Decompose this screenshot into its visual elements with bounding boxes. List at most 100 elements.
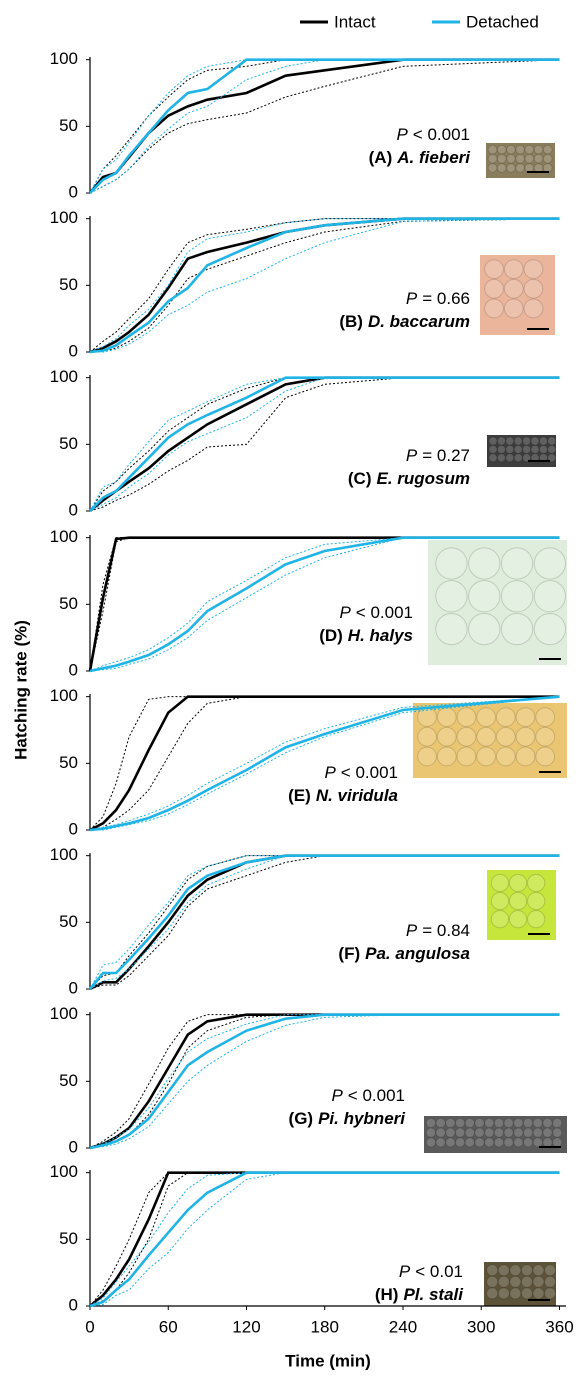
species-name: Pl. stali <box>403 1285 464 1304</box>
egg <box>523 1128 532 1137</box>
egg <box>437 708 456 727</box>
p-symbol: P <box>331 1086 343 1105</box>
p-text: = 0.84 <box>422 921 470 940</box>
egg <box>504 1118 513 1127</box>
p-text: = 0.27 <box>422 446 470 465</box>
y-tick-label: 0 <box>69 819 78 838</box>
egg <box>525 154 534 163</box>
y-tick-label: 0 <box>69 978 78 997</box>
egg <box>523 1138 532 1147</box>
panel-letter: (A) <box>369 148 393 167</box>
egg <box>501 548 532 579</box>
egg <box>521 1265 532 1276</box>
x-axis-label: Time (min) <box>285 1351 371 1370</box>
egg <box>498 1265 509 1276</box>
egg <box>497 145 506 154</box>
egg <box>525 145 534 154</box>
panel-letter: (H) <box>375 1285 399 1304</box>
egg <box>516 164 525 173</box>
egg <box>436 581 467 612</box>
egg <box>436 1128 445 1137</box>
y-tick-label: 100 <box>50 686 78 705</box>
egg <box>485 279 504 298</box>
egg <box>465 1118 474 1127</box>
egg <box>524 260 543 279</box>
panel-label: (D)H. halys <box>319 626 413 645</box>
x-tick-label: 240 <box>389 1317 417 1336</box>
egg <box>521 1276 532 1287</box>
egg <box>553 1118 562 1127</box>
egg <box>534 548 565 579</box>
egg <box>437 727 456 746</box>
p-symbol: P <box>406 289 418 308</box>
panel-label: (F)Pa. angulosa <box>338 944 470 963</box>
p-text: < 0.001 <box>341 763 398 782</box>
egg <box>533 1288 544 1299</box>
egg <box>523 1118 532 1127</box>
egg <box>545 1276 556 1287</box>
panel-label: (C)E. rugosum <box>348 469 470 488</box>
x-tick-label: 300 <box>467 1317 495 1336</box>
panel-label: (A)A. fieberi <box>369 148 472 167</box>
panel-letter: (G) <box>289 1109 314 1128</box>
egg <box>446 1128 455 1137</box>
y-tick-label: 0 <box>69 182 78 201</box>
egg <box>524 299 543 318</box>
egg <box>426 1118 435 1127</box>
p-value: P< 0.001 <box>339 603 413 622</box>
egg <box>545 1288 556 1299</box>
egg <box>514 454 522 462</box>
species-name: H. halys <box>348 626 413 645</box>
y-tick-label: 0 <box>69 660 78 679</box>
egg <box>494 1138 503 1147</box>
egg <box>501 613 532 644</box>
egg <box>488 145 497 154</box>
egg <box>543 1138 552 1147</box>
egg <box>506 445 514 453</box>
p-text: < 0.001 <box>356 603 413 622</box>
egg <box>498 1276 509 1287</box>
egg <box>516 747 535 766</box>
egg <box>524 279 543 298</box>
x-tick-label: 0 <box>85 1317 94 1336</box>
egg <box>533 1128 542 1137</box>
egg <box>531 445 539 453</box>
egg <box>426 1128 435 1137</box>
x-tick-label: 60 <box>159 1317 178 1336</box>
egg <box>534 154 543 163</box>
panel-letter: (B) <box>339 312 363 331</box>
p-text: < 0.001 <box>413 125 470 144</box>
egg <box>516 708 535 727</box>
y-tick-label: 50 <box>59 1071 78 1090</box>
y-tick-label: 100 <box>50 208 78 227</box>
egg <box>494 1128 503 1137</box>
y-tick-label: 50 <box>59 594 78 613</box>
egg <box>485 260 504 279</box>
egg <box>504 279 523 298</box>
egg <box>543 1118 552 1127</box>
y-tick-label: 50 <box>59 1229 78 1248</box>
egg <box>485 1118 494 1127</box>
p-value: P< 0.01 <box>399 1262 463 1281</box>
p-value: P< 0.001 <box>396 125 470 144</box>
egg <box>521 1288 532 1299</box>
egg <box>469 581 500 612</box>
y-tick-label: 100 <box>50 367 78 386</box>
y-tick-label: 100 <box>50 49 78 68</box>
egg <box>533 1138 542 1147</box>
egg <box>507 145 516 154</box>
y-tick-label: 100 <box>50 845 78 864</box>
egg <box>455 1128 464 1137</box>
egg <box>514 1138 523 1147</box>
y-tick-label: 0 <box>69 341 78 360</box>
egg <box>553 1128 562 1137</box>
egg <box>509 874 526 891</box>
egg <box>485 1138 494 1147</box>
species-name: N. viridula <box>316 786 398 805</box>
egg <box>531 437 539 445</box>
egg <box>457 747 476 766</box>
y-tick-label: 100 <box>50 1162 78 1181</box>
p-value: P= 0.27 <box>406 446 470 465</box>
egg <box>455 1138 464 1147</box>
p-value: P< 0.001 <box>324 763 398 782</box>
